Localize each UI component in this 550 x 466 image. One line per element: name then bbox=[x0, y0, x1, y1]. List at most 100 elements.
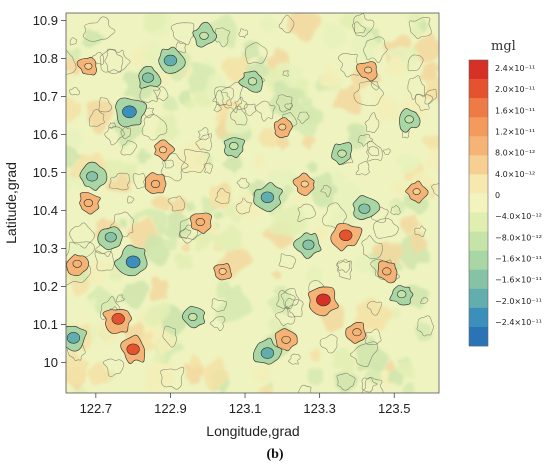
texture-blob bbox=[339, 13, 364, 34]
contour-line bbox=[104, 48, 131, 74]
contour-line bbox=[364, 112, 380, 133]
y-tick-label: 10.6 bbox=[33, 127, 58, 142]
y-tick-label: 10.9 bbox=[33, 13, 58, 28]
texture-blob bbox=[334, 370, 359, 393]
texture-blob bbox=[319, 63, 341, 88]
texture-blob bbox=[307, 368, 324, 386]
texture-blob bbox=[271, 270, 282, 279]
texture-blob bbox=[412, 33, 439, 63]
x-tick-label: 123.1 bbox=[229, 401, 262, 416]
contour-line bbox=[419, 296, 429, 304]
contour-line bbox=[120, 140, 138, 156]
contour-line bbox=[355, 161, 370, 176]
contour-line bbox=[209, 316, 226, 331]
x-tick-label: 122.9 bbox=[154, 401, 187, 416]
texture-blob bbox=[87, 285, 119, 315]
texture-blob bbox=[66, 350, 89, 385]
anomaly-core bbox=[229, 142, 239, 150]
texture-blob bbox=[176, 147, 209, 174]
colorbar-tick-label: 0 bbox=[495, 191, 500, 200]
colorbar-tick-label: 2.0×10⁻¹¹ bbox=[495, 85, 535, 94]
contour-line bbox=[164, 159, 175, 169]
anomaly-core bbox=[218, 268, 227, 275]
contour-line bbox=[350, 341, 379, 368]
contour-line bbox=[214, 187, 231, 204]
texture-blob bbox=[332, 84, 362, 115]
texture-blob bbox=[267, 317, 283, 334]
contour-line bbox=[284, 297, 304, 318]
texture-blob bbox=[287, 13, 322, 42]
contour-line bbox=[319, 334, 338, 354]
contour-line bbox=[167, 195, 186, 212]
contour-line bbox=[366, 301, 383, 316]
colorbar-swatch bbox=[469, 231, 488, 251]
anomaly-core bbox=[86, 171, 99, 182]
y-tick-label: 10.4 bbox=[33, 203, 58, 218]
contour-line bbox=[336, 258, 351, 273]
colorbar-tick-label: 1.2×10⁻¹¹ bbox=[495, 128, 535, 137]
contour-line bbox=[367, 146, 380, 156]
texture-blob bbox=[241, 40, 260, 61]
texture-blob bbox=[184, 43, 195, 53]
texture-blob bbox=[353, 254, 374, 273]
contour-line bbox=[108, 122, 117, 129]
contour-line bbox=[214, 86, 234, 106]
texture-blob bbox=[185, 201, 197, 212]
texture-blob bbox=[258, 385, 273, 393]
contour-line bbox=[284, 103, 293, 111]
contour-line bbox=[229, 105, 248, 126]
contour-line bbox=[407, 75, 426, 101]
y-tick-label: 10.8 bbox=[33, 51, 58, 66]
x-axis-ticks: 122.7 122.9 123.1 123.3 123.5 bbox=[80, 393, 411, 416]
anomaly-core bbox=[337, 149, 347, 158]
x-tick-label: 123.3 bbox=[303, 401, 336, 416]
texture-blob bbox=[288, 102, 324, 137]
texture-blob bbox=[273, 285, 290, 299]
colorbar-swatch bbox=[469, 269, 488, 290]
contour-line bbox=[407, 54, 424, 72]
texture-blob bbox=[66, 73, 74, 84]
texture-blob bbox=[407, 13, 424, 26]
colorbar-swatch bbox=[469, 79, 488, 99]
texture-blob bbox=[235, 191, 263, 222]
colorbar-swatch bbox=[469, 117, 488, 137]
contour-line bbox=[297, 203, 316, 223]
contour-line bbox=[160, 153, 189, 182]
contour-line bbox=[211, 298, 228, 312]
texture-blob bbox=[209, 184, 232, 210]
contour-line bbox=[170, 22, 195, 46]
contour-line bbox=[351, 21, 366, 34]
y-tick-label: 10 bbox=[44, 355, 58, 370]
texture-blob bbox=[372, 241, 404, 267]
contour-line bbox=[278, 14, 295, 34]
texture-blob bbox=[119, 218, 127, 229]
contour-line bbox=[414, 225, 427, 237]
x-tick-label: 122.7 bbox=[80, 401, 113, 416]
texture-blob bbox=[174, 319, 185, 329]
contour-line bbox=[195, 133, 212, 151]
contour-line bbox=[212, 89, 231, 106]
colorbar-tick-label: −4.0×10⁻¹² bbox=[495, 212, 542, 221]
contour-line bbox=[373, 217, 399, 239]
texture-blob bbox=[165, 211, 191, 239]
colorbar: mgl 2.4×10⁻¹¹ 2.0×10⁻¹¹ 1.6×10⁻¹¹ 1.2×10⁻¹¹… bbox=[468, 39, 542, 347]
anomaly-core bbox=[142, 72, 155, 83]
anomaly-core bbox=[316, 293, 331, 307]
texture-blob bbox=[313, 225, 330, 241]
contour-line bbox=[276, 290, 296, 309]
x-tick-label: 123.5 bbox=[378, 401, 411, 416]
colorbar-tick-label: 1.6×10⁻¹¹ bbox=[495, 106, 535, 115]
contour-line bbox=[178, 228, 192, 240]
contour-line bbox=[280, 288, 300, 310]
texture-blob bbox=[144, 13, 167, 32]
texture-blob bbox=[202, 357, 230, 391]
texture-blob bbox=[143, 238, 170, 267]
contour-line bbox=[94, 250, 115, 272]
texture-blob bbox=[425, 147, 439, 172]
contour-line bbox=[390, 204, 401, 215]
anomaly-core bbox=[195, 218, 205, 226]
contour-line bbox=[275, 306, 296, 326]
contour-line bbox=[69, 222, 95, 249]
colorbar-tick-label: 8.0×10⁻¹² bbox=[495, 149, 535, 158]
texture-blob bbox=[386, 56, 408, 77]
